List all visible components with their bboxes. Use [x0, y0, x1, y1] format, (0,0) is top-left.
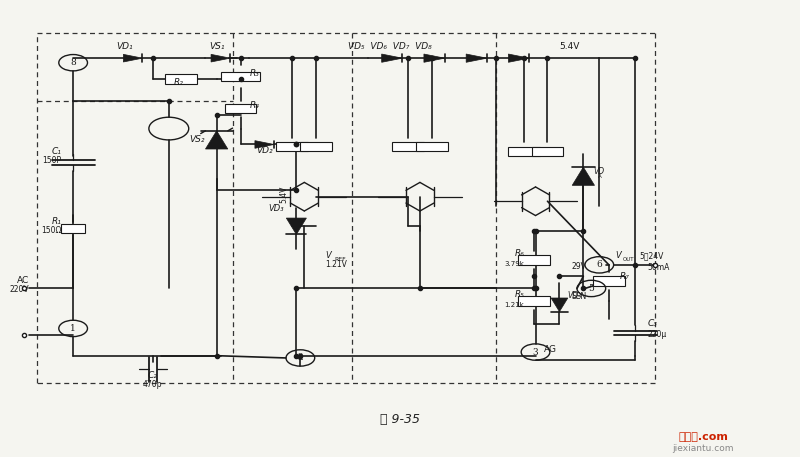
Polygon shape — [123, 54, 142, 62]
Polygon shape — [509, 54, 529, 62]
Text: VD₁: VD₁ — [117, 42, 134, 51]
Text: VD: VD — [593, 167, 604, 176]
Polygon shape — [206, 131, 228, 149]
Text: 3: 3 — [533, 347, 538, 356]
Text: 220V: 220V — [10, 285, 30, 294]
Text: 1: 1 — [70, 324, 76, 333]
Text: R₇: R₇ — [620, 272, 630, 282]
Polygon shape — [382, 54, 402, 62]
Text: 5～24V: 5～24V — [639, 251, 663, 260]
Text: R₁: R₁ — [51, 217, 61, 226]
Text: A: A — [598, 174, 602, 179]
Text: VD₅  VD₆  VD₇  VD₈: VD₅ VD₆ VD₇ VD₈ — [348, 42, 431, 51]
Text: 1.21k: 1.21k — [505, 302, 524, 308]
Text: 图 9-35: 图 9-35 — [380, 413, 420, 426]
Text: R₆: R₆ — [514, 249, 524, 258]
Text: 2: 2 — [298, 353, 303, 362]
Text: V: V — [615, 251, 621, 260]
FancyBboxPatch shape — [300, 142, 332, 151]
Text: 5.4V: 5.4V — [559, 42, 580, 51]
Text: C₃: C₃ — [647, 319, 657, 328]
Text: R₄: R₄ — [250, 101, 260, 110]
Polygon shape — [551, 298, 568, 312]
Text: C₂: C₂ — [148, 372, 158, 380]
Text: 接线图.com: 接线图.com — [678, 432, 728, 442]
Text: VD₄: VD₄ — [567, 291, 582, 299]
FancyBboxPatch shape — [518, 296, 550, 306]
Text: 470p: 470p — [143, 381, 162, 389]
Text: jiexiantu.com: jiexiantu.com — [672, 444, 734, 453]
FancyBboxPatch shape — [518, 255, 550, 266]
FancyBboxPatch shape — [508, 147, 539, 156]
Polygon shape — [424, 54, 445, 62]
Text: 5.4V: 5.4V — [279, 186, 288, 203]
FancyBboxPatch shape — [221, 72, 261, 81]
FancyBboxPatch shape — [593, 276, 625, 286]
Polygon shape — [572, 167, 594, 186]
Text: 8: 8 — [70, 58, 76, 67]
FancyBboxPatch shape — [392, 142, 424, 151]
Text: VD₃: VD₃ — [269, 204, 285, 213]
Polygon shape — [211, 54, 230, 62]
Text: R₃: R₃ — [250, 69, 260, 78]
FancyBboxPatch shape — [277, 142, 308, 151]
Text: VS₂: VS₂ — [189, 135, 205, 144]
Text: 29V: 29V — [571, 262, 586, 271]
Text: REF: REF — [334, 257, 346, 262]
Text: 150Ω: 150Ω — [41, 226, 61, 235]
Text: SEN: SEN — [571, 292, 586, 301]
Text: 6: 6 — [597, 260, 602, 269]
Polygon shape — [255, 141, 274, 148]
Text: 3.79k: 3.79k — [505, 261, 524, 267]
Text: 1.21V: 1.21V — [325, 260, 347, 269]
Text: VD₂: VD₂ — [256, 146, 273, 154]
FancyBboxPatch shape — [61, 223, 85, 234]
Text: VS₁: VS₁ — [209, 42, 224, 51]
Polygon shape — [466, 54, 487, 62]
Text: R₂: R₂ — [174, 79, 183, 87]
Text: 50mA: 50mA — [647, 263, 670, 272]
Text: AG: AG — [543, 345, 557, 354]
Text: OUT: OUT — [622, 257, 634, 262]
Text: AC: AC — [17, 276, 30, 285]
Text: C₁: C₁ — [51, 147, 61, 155]
FancyBboxPatch shape — [225, 104, 257, 113]
Text: 5: 5 — [588, 284, 594, 293]
Text: 150P: 150P — [42, 156, 61, 165]
FancyBboxPatch shape — [165, 74, 197, 84]
Polygon shape — [286, 218, 306, 234]
Text: V: V — [325, 251, 331, 260]
FancyBboxPatch shape — [416, 142, 448, 151]
Text: 220μ: 220μ — [647, 329, 666, 339]
Text: R₅: R₅ — [514, 290, 524, 298]
FancyBboxPatch shape — [531, 147, 563, 156]
